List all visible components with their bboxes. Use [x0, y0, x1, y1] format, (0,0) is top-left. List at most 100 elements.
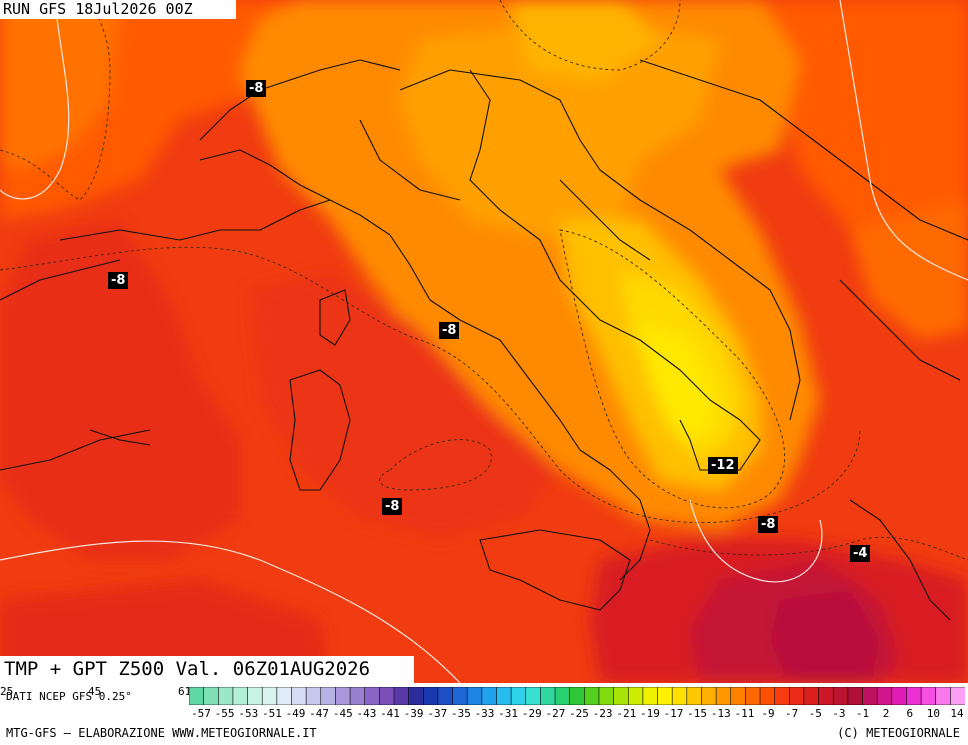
color-scale-swatch	[657, 687, 673, 705]
color-scale-tick: 6	[906, 707, 914, 720]
color-scale-swatch	[203, 687, 219, 705]
isotherm-label: -4	[850, 545, 871, 562]
color-scale-swatch	[950, 687, 965, 705]
color-scale-tick: -45	[332, 707, 353, 720]
color-scale-tick: -49	[285, 707, 306, 720]
color-scale-swatch	[686, 687, 703, 705]
color-scale-tick: -51	[261, 707, 282, 720]
color-scale-tick: -7	[784, 707, 799, 720]
color-scale-swatch	[496, 687, 512, 705]
color-scale-swatch	[803, 687, 820, 705]
color-scale-swatch	[510, 687, 527, 705]
color-scale-swatch	[584, 687, 600, 705]
color-scale-swatch	[540, 687, 556, 705]
footer-credit: MTG-GFS — ELABORAZIONE WWW.METEOGIORNALE…	[6, 726, 317, 740]
color-scale-tick: -1	[855, 707, 870, 720]
color-scale-swatch	[408, 687, 424, 705]
footer-copyright: (C) METEOGIORNALE	[837, 726, 960, 740]
color-scale-swatch	[759, 687, 776, 705]
color-scale-tick: -19	[639, 707, 660, 720]
color-scale-tick: -17	[663, 707, 684, 720]
color-scale-tick: -53	[238, 707, 259, 720]
geopotential-lines	[0, 0, 968, 683]
color-scale-tick: -41	[380, 707, 400, 720]
color-scale-swatch	[291, 687, 307, 705]
color-scale-tick: -37	[427, 707, 448, 720]
edge-number: 45	[88, 685, 102, 698]
color-scale-swatch	[335, 687, 351, 705]
color-scale-tick: -11	[734, 707, 755, 720]
color-scale-swatch	[935, 687, 951, 705]
color-scale-swatch	[745, 687, 761, 705]
color-scale-swatch	[891, 687, 908, 705]
color-scale-tick: -25	[569, 707, 589, 720]
edge-number: 61	[178, 685, 192, 698]
color-scale-swatch	[862, 687, 878, 705]
color-scale-swatch	[349, 687, 366, 705]
color-scale-tick: -31	[498, 707, 519, 720]
color-scale-swatch	[437, 687, 454, 705]
color-scale-swatch	[364, 687, 380, 705]
isotherm-label: -8	[382, 498, 403, 515]
isotherm-label: -8	[108, 272, 129, 289]
color-scale-swatch	[730, 687, 746, 705]
color-scale-swatch	[379, 687, 395, 705]
color-scale-swatch	[217, 687, 234, 705]
variable-label: TMP + GPT Z500 Val. 06Z01AUG2026	[0, 656, 414, 683]
color-scale-tick: -57	[191, 707, 211, 720]
color-scale-swatch	[642, 687, 659, 705]
color-scale-tick: 2	[882, 707, 890, 720]
color-scale-swatch	[701, 687, 717, 705]
isotherm-label: -12	[708, 457, 738, 474]
isotherm-contours	[0, 0, 968, 561]
color-scale-swatch	[832, 687, 849, 705]
color-scale-tick: -55	[214, 707, 235, 720]
color-scale-ticks: -57 -55 -53 -51 -49 -47 -45 -43 -41 -39 -37 -35 -33-…	[189, 707, 965, 721]
color-scale-swatch	[276, 687, 293, 705]
legend-area: 25 45 61 DATI NCEP GFS 0.25° -57 -55 -53 -5…	[0, 683, 968, 745]
color-scale-tick: -3	[832, 707, 846, 720]
color-scale-swatch	[466, 687, 483, 705]
color-scale-swatch	[774, 687, 790, 705]
color-scale-swatch	[422, 687, 439, 705]
color-scale-swatch	[320, 687, 337, 705]
color-scale-swatch	[305, 687, 322, 705]
color-scale-swatch	[788, 687, 805, 705]
color-scale-tick: -35	[450, 707, 471, 720]
color-scale-swatch	[920, 687, 937, 705]
color-scale-swatch	[481, 687, 498, 705]
color-scale-swatch	[232, 687, 249, 705]
color-scale-tick: -47	[309, 707, 330, 720]
isotherm-label: -8	[758, 516, 779, 533]
run-label: RUN GFS 18Jul2026 00Z	[0, 0, 236, 19]
color-scale-swatch	[261, 687, 278, 705]
color-scale-swatch	[671, 687, 688, 705]
color-scale-tick: -27	[545, 707, 566, 720]
color-scale-swatch	[906, 687, 922, 705]
color-scale-tick: -15	[687, 707, 708, 720]
color-scale-swatch	[554, 687, 571, 705]
color-scale-tick: -13	[710, 707, 731, 720]
isotherm-label: -8	[246, 80, 267, 97]
color-scale-swatch	[613, 687, 629, 705]
data-source: DATI NCEP GFS 0.25°	[6, 690, 132, 703]
color-scale-swatch	[847, 687, 864, 705]
color-scale-tick: -39	[403, 707, 424, 720]
color-scale-swatch	[818, 687, 834, 705]
color-scale-tick: 14	[950, 707, 964, 720]
weather-map	[0, 0, 968, 683]
edge-number: 25	[0, 685, 14, 698]
isotherm-label: -8	[439, 322, 460, 339]
color-scale-swatch	[598, 687, 615, 705]
color-scale-tick: -43	[356, 707, 377, 720]
color-scale-tick: -21	[616, 707, 637, 720]
color-scale-swatch	[452, 687, 468, 705]
color-scale-swatch	[525, 687, 541, 705]
color-scale-tick: -29	[521, 707, 542, 720]
color-scale-swatch	[189, 687, 205, 705]
color-scale-swatch	[876, 687, 893, 705]
color-scale-tick: -5	[808, 707, 822, 720]
color-scale-tick: -33	[474, 707, 495, 720]
color-scale-swatch	[247, 687, 263, 705]
color-scale-swatch	[393, 687, 410, 705]
